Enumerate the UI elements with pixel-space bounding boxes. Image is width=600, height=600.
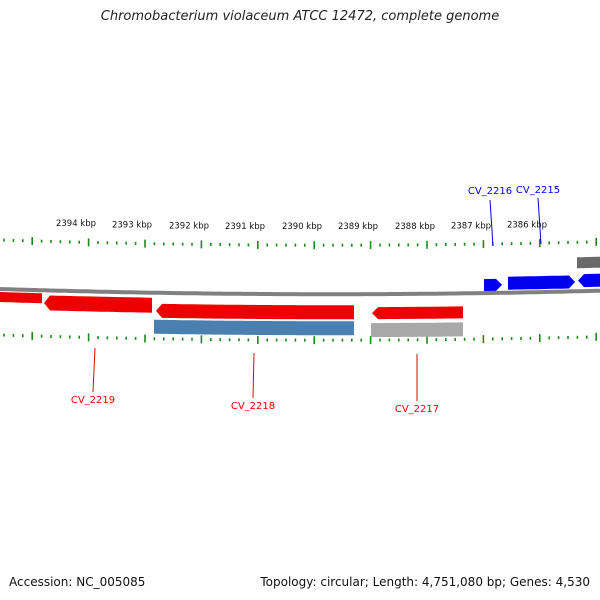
gene-arrow-cv-2218[interactable] xyxy=(156,303,354,320)
product-bar-cv-2217[interactable] xyxy=(371,322,463,338)
scale-label: 2387 kbp xyxy=(451,221,491,231)
gene-label-cv-2215[interactable]: CV_2215 xyxy=(516,185,560,196)
scale-label: 2389 kbp xyxy=(338,222,378,232)
gene-label-cv-2218[interactable]: CV_2218 xyxy=(231,401,275,412)
scale-label: 2388 kbp xyxy=(395,222,435,232)
inner-tick-ring xyxy=(3,332,598,345)
product-bar-cv-2218[interactable] xyxy=(154,319,354,336)
scale-label: 2391 kbp xyxy=(225,222,265,232)
scale-label: 2386 kbp xyxy=(507,220,547,230)
scale-label: 2392 kbp xyxy=(169,221,209,231)
gene-arrow-cv-2216[interactable] xyxy=(484,278,502,292)
scale-label: 2394 kbp xyxy=(56,219,96,229)
genome-backbone xyxy=(0,287,600,297)
gene-arrow-cv-2219[interactable] xyxy=(44,295,152,313)
product-bar-cv-2214[interactable] xyxy=(577,256,600,269)
gene-arrow-cv-2215[interactable] xyxy=(508,275,575,290)
gene-arrow-cv-2219-stub[interactable] xyxy=(0,292,42,304)
map-title: Chromobacterium violaceum ATCC 12472, co… xyxy=(100,9,500,24)
callout-line-cv-2216 xyxy=(489,199,494,247)
gene-callouts: CV_2219 CV_2218 CV_2217 CV_2216 CV_2215 xyxy=(71,185,560,415)
gene-label-cv-2217[interactable]: CV_2217 xyxy=(395,404,439,415)
scale-label: 2393 kbp xyxy=(112,220,152,230)
gene-label-cv-2219[interactable]: CV_2219 xyxy=(71,395,115,406)
gene-arrow-cv-2214[interactable] xyxy=(578,273,600,288)
tick-labels: 2394 kbp 2393 kbp 2392 kbp 2391 kbp 2390 kbp… xyxy=(56,219,547,232)
genome-summary-text: Topology: circular; Length: 4,751,080 bp… xyxy=(260,575,590,589)
outer-tick-ring xyxy=(3,237,598,250)
accession-text: Accession: NC_005085 xyxy=(9,575,146,589)
scale-label: 2390 kbp xyxy=(282,222,322,232)
callout-line-cv-2218 xyxy=(252,352,255,399)
gene-label-cv-2216[interactable]: CV_2216 xyxy=(468,186,512,197)
callout-line-cv-2219 xyxy=(92,347,96,393)
gene-arrow-cv-2217[interactable] xyxy=(372,306,463,320)
callout-line-cv-2215 xyxy=(537,197,542,245)
gene-features xyxy=(0,256,600,338)
